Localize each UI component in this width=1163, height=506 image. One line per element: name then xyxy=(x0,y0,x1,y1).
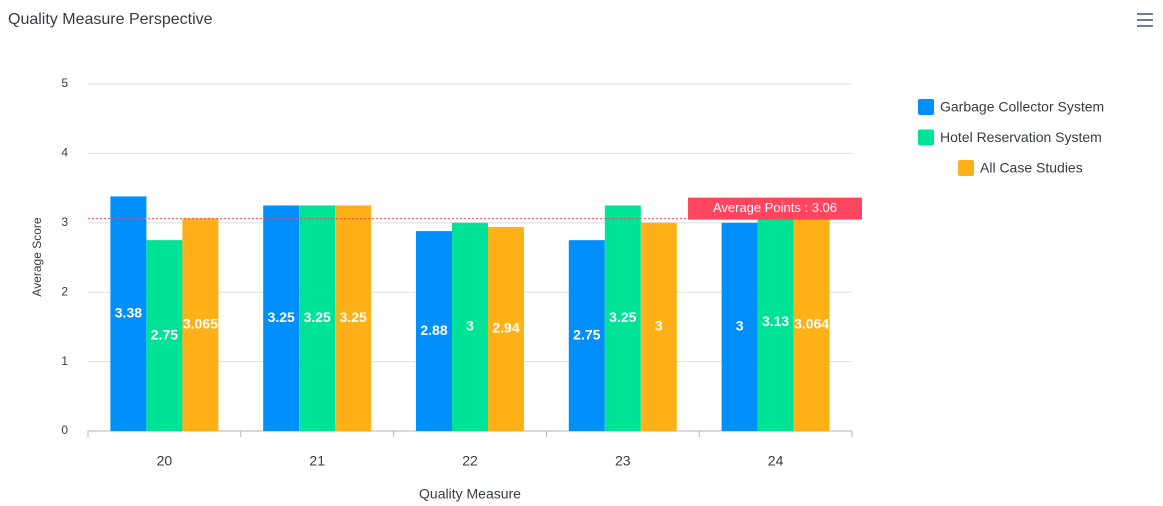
bar xyxy=(568,240,605,431)
data-label: 3 xyxy=(655,318,663,334)
data-label: 3.25 xyxy=(340,309,367,325)
x-tick-label: 23 xyxy=(615,453,631,469)
bar xyxy=(721,222,758,431)
annotation-label-bg xyxy=(688,197,862,220)
data-label: 3.25 xyxy=(609,309,636,325)
data-label: 2.88 xyxy=(420,322,447,338)
bar xyxy=(793,218,830,431)
x-axis-title: Quality Measure xyxy=(419,486,521,502)
bar xyxy=(182,218,219,431)
y-tick-label: 3 xyxy=(61,215,68,229)
y-tick-label: 5 xyxy=(61,76,68,90)
data-label: 3.38 xyxy=(115,304,142,320)
x-tick-label: 20 xyxy=(157,453,173,469)
data-label: 3.064 xyxy=(794,315,829,331)
legend-marker xyxy=(918,99,934,115)
legend-label: All Case Studies xyxy=(980,160,1083,176)
bar xyxy=(416,231,452,431)
data-label: 2.75 xyxy=(573,326,600,342)
annotation-label: Average Points : 3.06 xyxy=(713,200,837,215)
y-tick-label: 0 xyxy=(61,423,68,437)
legend-marker xyxy=(918,129,934,146)
y-tick-label: 2 xyxy=(61,284,68,298)
legend-label: Hotel Reservation System xyxy=(940,129,1102,145)
y-tick-label: 4 xyxy=(61,146,68,160)
bar xyxy=(452,222,488,431)
bar xyxy=(110,196,147,431)
x-tick-label: 21 xyxy=(309,453,325,469)
bar xyxy=(604,205,641,431)
y-tick-label: 1 xyxy=(61,354,68,368)
data-label: 3.25 xyxy=(268,309,295,325)
bar xyxy=(640,222,677,431)
x-tick-label: 24 xyxy=(768,453,784,469)
data-label: 3 xyxy=(736,318,744,334)
data-label: 2.75 xyxy=(151,326,178,342)
data-label: 3.25 xyxy=(304,309,331,325)
legend-label: Garbage Collector System xyxy=(940,99,1104,115)
menu-icon[interactable] xyxy=(1137,13,1153,27)
bar xyxy=(488,226,524,431)
data-label: 2.94 xyxy=(492,320,519,336)
data-label: 3 xyxy=(466,318,474,334)
bar xyxy=(335,205,372,431)
y-axis-title: Average Score xyxy=(30,217,44,296)
bar xyxy=(146,240,183,431)
bar xyxy=(263,205,300,431)
bar xyxy=(757,213,794,431)
legend-marker xyxy=(958,160,974,176)
data-label: 3.13 xyxy=(762,313,789,329)
chart-title: Quality Measure Perspective xyxy=(8,11,213,28)
bar xyxy=(299,205,336,431)
data-label: 3.065 xyxy=(183,315,218,331)
x-tick-label: 22 xyxy=(462,453,478,469)
